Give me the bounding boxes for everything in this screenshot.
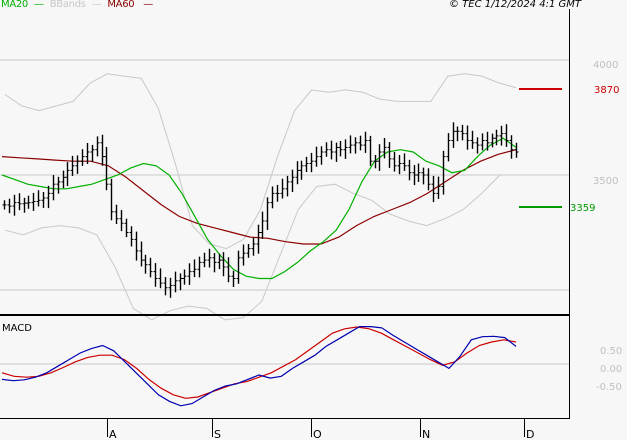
price-plot	[1, 73, 519, 321]
x-label-sep: S	[214, 428, 221, 440]
macd-title: MACD	[2, 323, 32, 334]
x-label-oct: O	[313, 428, 322, 440]
price-label-4000: 4000	[593, 60, 618, 71]
ohlc-bars	[2, 122, 519, 298]
x-label-dec: D	[526, 428, 534, 440]
bollinger-lower-line	[4, 174, 501, 321]
chart-legend: MA20— BBands — MA60 —	[1, 0, 159, 10]
bollinger-upper-line	[4, 73, 517, 250]
price-gridlines	[0, 59, 569, 291]
macd-label-zero: 0.00	[600, 364, 622, 375]
copyright-timestamp: © TEC 1/12/2024 4:1 GMT	[449, 0, 581, 10]
price-label-3500: 3500	[593, 176, 618, 187]
x-axis-ticks: A S O N D	[107, 419, 534, 440]
legend-ma60-label: MA60	[107, 0, 135, 10]
legend-ma20: MA20—	[1, 0, 44, 10]
macd-label-neg: -0.50	[596, 382, 622, 393]
x-label-aug: A	[109, 428, 117, 440]
macd-label-pos: 0.50	[600, 346, 622, 357]
macd-signal-line	[1, 326, 517, 399]
legend-bbands: BBands —	[49, 0, 102, 10]
ma20-line	[1, 137, 517, 280]
legend-ma60: MA60 —	[107, 0, 153, 10]
x-label-nov: N	[422, 428, 430, 440]
support-label: 3359	[570, 203, 595, 214]
legend-ma20-label: MA20	[1, 0, 28, 10]
legend-bbands-label: BBands	[49, 0, 86, 10]
macd-line	[1, 326, 517, 407]
resistance-label: 3870	[594, 85, 619, 96]
macd-plot	[1, 326, 517, 407]
